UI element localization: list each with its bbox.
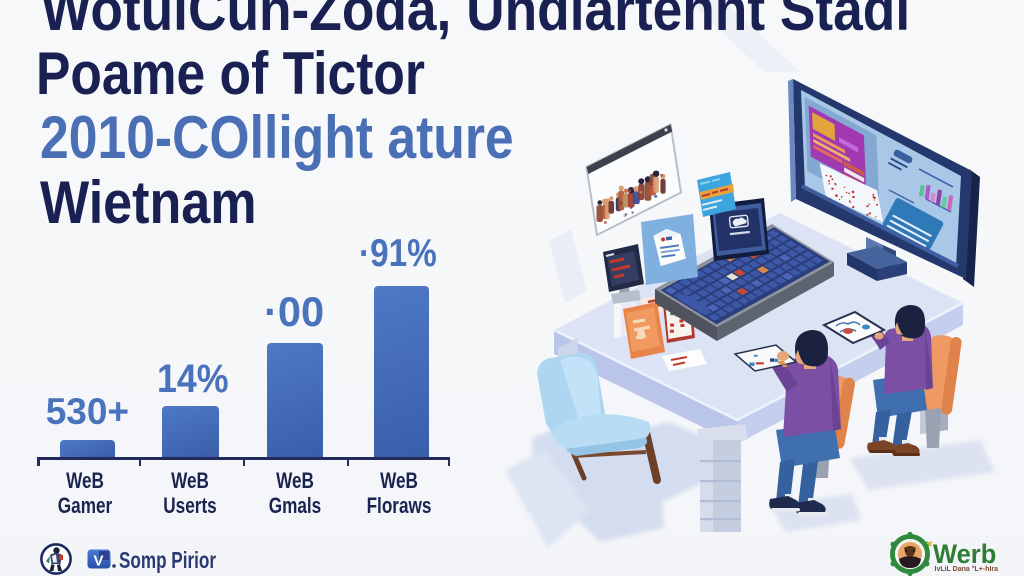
svg-text:V: V bbox=[93, 553, 103, 570]
